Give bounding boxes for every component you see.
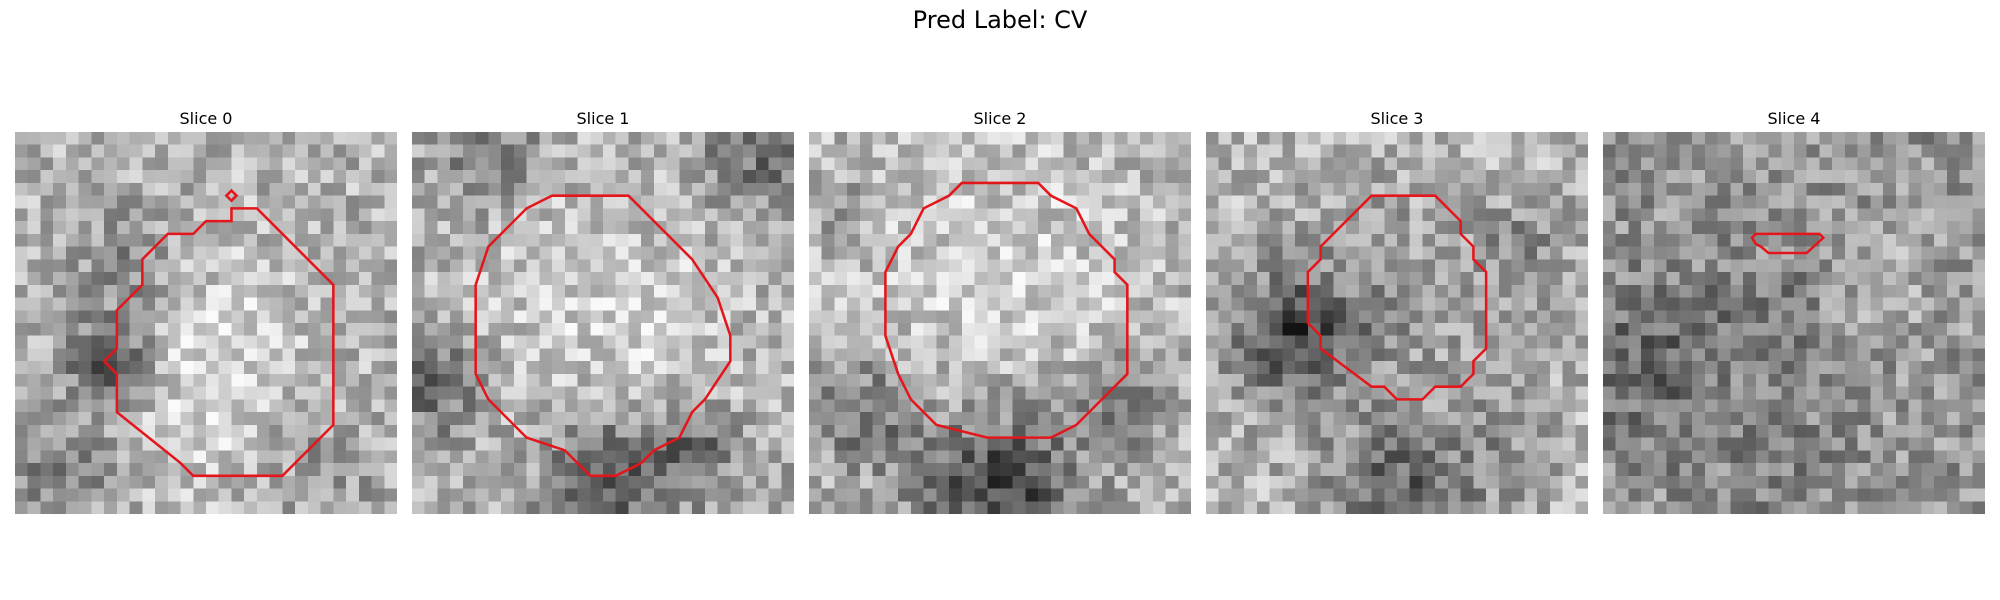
slice-panel-3: Slice 3 (1206, 108, 1588, 514)
slice-panel-2: Slice 2 (809, 108, 1191, 514)
slice-title-0: Slice 0 (179, 109, 233, 128)
segmentation-contour (1750, 232, 1826, 255)
slice-panel-0: Slice 0 (15, 108, 397, 514)
segmentation-contour (102, 207, 335, 478)
slice-title-1: Slice 1 (576, 109, 630, 128)
slice-title-2: Slice 2 (973, 109, 1027, 128)
slice-image-4 (1603, 132, 1985, 514)
segmentation-contour (1306, 194, 1488, 401)
slice-title-3: Slice 3 (1370, 109, 1424, 128)
slice-panel-1: Slice 1 (412, 108, 794, 514)
slice-image-2 (809, 132, 1191, 514)
slice-title-4: Slice 4 (1767, 109, 1821, 128)
segmentation-contour (884, 181, 1129, 439)
pixel-grid (1603, 132, 1985, 514)
slice-image-3 (1206, 132, 1588, 514)
pixel-grid (412, 132, 794, 514)
figure-title: Pred Label: CV (912, 6, 1088, 34)
pixel-grid (1206, 132, 1588, 514)
slice-panel-4: Slice 4 (1603, 108, 1985, 514)
slice-image-0 (15, 132, 397, 514)
pixel-grid (809, 132, 1191, 514)
segmentation-contour-small (224, 188, 239, 203)
segmentation-contour (474, 194, 732, 478)
slice-image-1 (412, 132, 794, 514)
pixel-grid (15, 132, 397, 514)
